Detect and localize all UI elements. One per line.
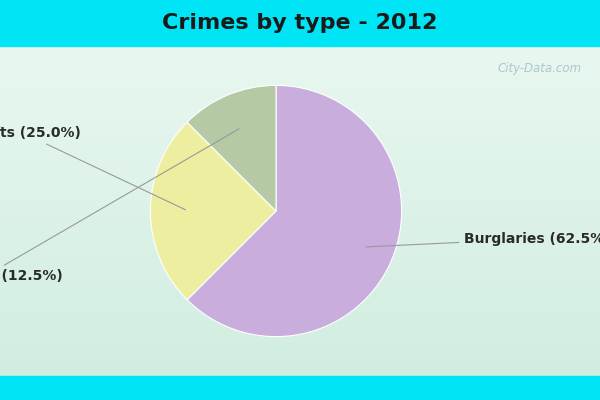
Text: City-Data.com: City-Data.com [498, 62, 582, 75]
Wedge shape [187, 86, 276, 211]
Bar [0, 0, 600, 46]
Wedge shape [187, 86, 401, 336]
Text: Crimes by type - 2012: Crimes by type - 2012 [163, 13, 437, 33]
Wedge shape [151, 122, 276, 300]
Bar [0, 376, 600, 400]
Text: Auto thefts (12.5%): Auto thefts (12.5%) [0, 129, 239, 283]
Text: Burglaries (62.5%): Burglaries (62.5%) [366, 232, 600, 247]
Text: Thefts (25.0%): Thefts (25.0%) [0, 126, 185, 210]
